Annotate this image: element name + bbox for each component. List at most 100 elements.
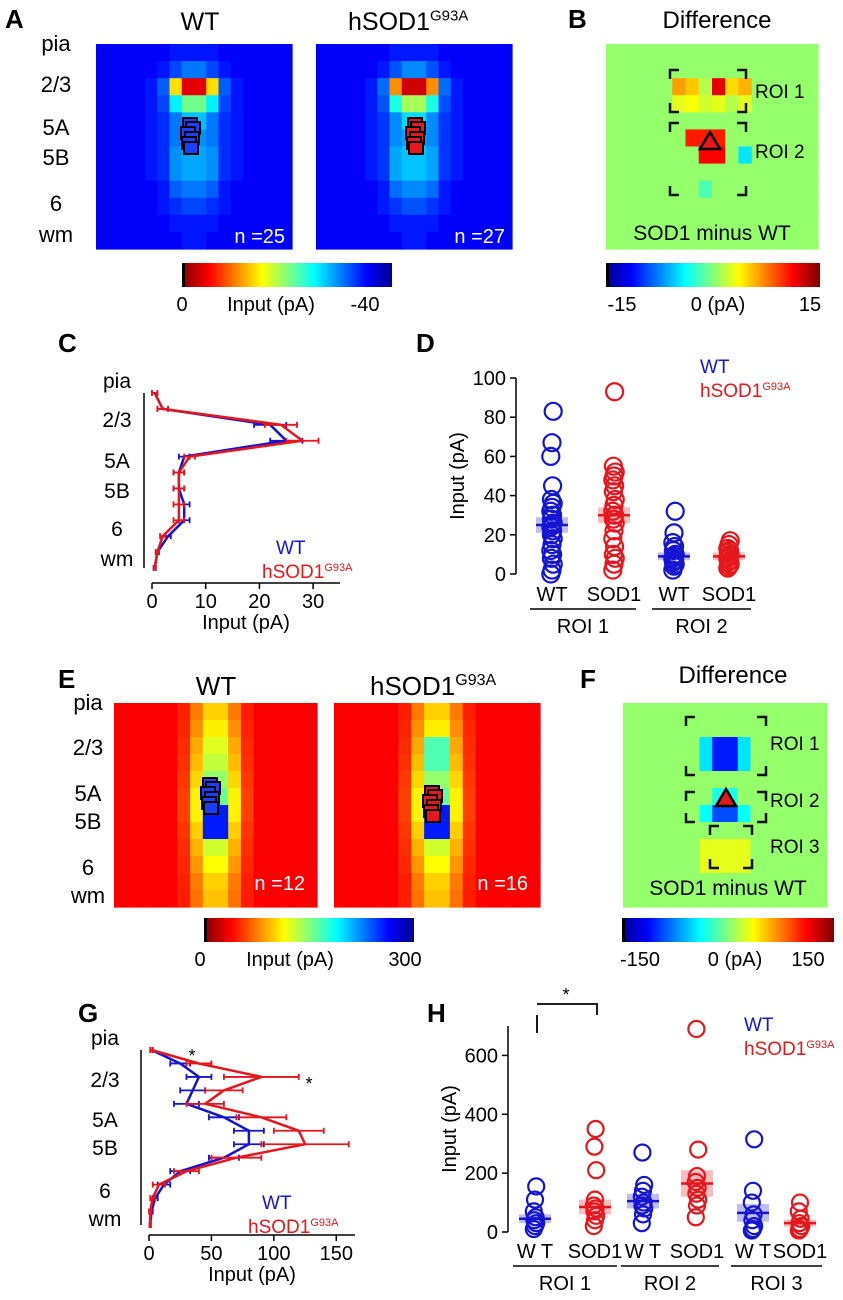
heatmap-cell: [438, 214, 452, 233]
heatmap-cell: [778, 78, 793, 96]
heatmap-cell: [114, 805, 128, 823]
heatmap-cell: [738, 146, 753, 165]
heatmap-cell: [372, 890, 387, 908]
heatmap-cell: [253, 890, 267, 908]
heatmap-cell: [699, 737, 713, 755]
heatmap-cell: [778, 214, 793, 233]
heatmap-cell: [487, 78, 501, 96]
heatmap-cell: [253, 788, 267, 806]
heatmap-cell: [751, 146, 766, 165]
heatmap-cell: [801, 873, 815, 891]
heatmap-cell: [426, 231, 440, 250]
heatmap-hsod1: [316, 44, 513, 250]
layer-label: pia: [73, 690, 103, 715]
heatmap-cell: [398, 788, 412, 806]
heatmap-cell: [788, 822, 803, 840]
heatmap-cell: [712, 214, 726, 233]
heatmap-cell: [267, 44, 281, 62]
heatmap-cell: [157, 129, 171, 148]
heatmap-cell: [462, 873, 477, 891]
heatmap-cell: [814, 720, 828, 738]
heatmap-cell: [255, 197, 269, 216]
heatmap-cell: [385, 805, 399, 823]
heatmap-cell: [725, 112, 740, 131]
heatmap-cell: [606, 112, 620, 131]
heatmap-cell: [215, 703, 229, 721]
heatmap-cell: [712, 839, 726, 857]
heatmap-cell: [377, 95, 391, 113]
heatmap-cell: [751, 214, 766, 233]
heatmap-cell: [328, 146, 342, 165]
heatmap-cell: [725, 146, 740, 165]
heatmap-cell: [685, 214, 700, 233]
heatmap-cell: [132, 95, 146, 113]
heatmap-cell: [527, 839, 541, 857]
layer-label: 5A: [104, 450, 130, 473]
heatmap-cell: [169, 95, 183, 113]
data-point: [586, 1199, 605, 1218]
heatmap-cell: [328, 61, 342, 79]
heatmap-cell: [712, 822, 726, 840]
heatmap-cell: [96, 214, 109, 233]
heatmap-cell: [645, 214, 660, 233]
heatmap-cell: [279, 112, 293, 131]
layer-label: 5A: [92, 1109, 118, 1132]
panel-label: C: [58, 328, 77, 358]
heatmap-cell: [181, 78, 195, 96]
heatmap-cell: [788, 873, 803, 891]
heatmap-cell: [737, 703, 752, 721]
heatmap-cell: [623, 754, 637, 772]
x-axis-label: Input (pA): [208, 1264, 296, 1286]
heatmap-cell: [765, 197, 779, 216]
heatmap-cell: [424, 737, 438, 755]
heatmap-cell: [126, 890, 140, 908]
heatmap-cell: [424, 873, 438, 891]
heatmap-cell: [145, 95, 158, 113]
heatmap-cell: [181, 214, 195, 233]
heatmap-cell: [672, 44, 687, 62]
data-point: [686, 1208, 705, 1227]
heatmap-cell: [411, 788, 425, 806]
heatmap-cell: [450, 112, 464, 131]
heatmap-cell: [266, 822, 280, 840]
heatmap-cell: [316, 95, 329, 113]
heatmap-cell: [801, 737, 815, 755]
heatmap-cell: [699, 890, 713, 908]
heatmap-cell: [126, 788, 140, 806]
heatmap-cell: [791, 112, 806, 131]
heatmap-cell: [255, 163, 269, 182]
data-point: [603, 544, 624, 565]
heatmap-cell: [139, 856, 153, 874]
heatmap-cell: [202, 839, 217, 857]
panel-label: G: [78, 998, 98, 1028]
heatmap-cell: [750, 771, 764, 789]
heatmap-cell: [514, 856, 528, 874]
heatmap-cell: [750, 805, 764, 823]
heatmap-cell: [389, 231, 403, 250]
colorbar-end: [606, 263, 609, 287]
heatmap-cell: [791, 78, 806, 96]
y-tick-label: 200: [465, 1163, 498, 1185]
heatmap-cell: [177, 873, 191, 891]
y-axis-label: Input (pA): [447, 432, 469, 520]
panel-label: H: [427, 998, 446, 1028]
heatmap-cell: [385, 703, 399, 721]
heatmap-cell: [804, 112, 819, 131]
heatmap-cell: [814, 771, 828, 789]
heatmap-cell: [788, 703, 803, 721]
heatmap-cell: [316, 214, 329, 233]
heatmap-cell: [389, 180, 403, 199]
heatmap-cell: [218, 180, 232, 199]
error-bar: [185, 1060, 213, 1067]
heatmap-cell: [499, 78, 513, 96]
heatmap-cell: [194, 180, 207, 199]
error-bar: [272, 1127, 325, 1134]
heatmap-cell: [449, 822, 464, 840]
heatmap-cell: [623, 822, 637, 840]
error-bar: [152, 565, 157, 571]
heatmap-cell: [475, 805, 490, 823]
heatmap-cell: [475, 44, 489, 62]
error-bar: [172, 517, 186, 524]
n-label: n =25: [234, 226, 285, 248]
heatmap-cell: [426, 95, 440, 113]
